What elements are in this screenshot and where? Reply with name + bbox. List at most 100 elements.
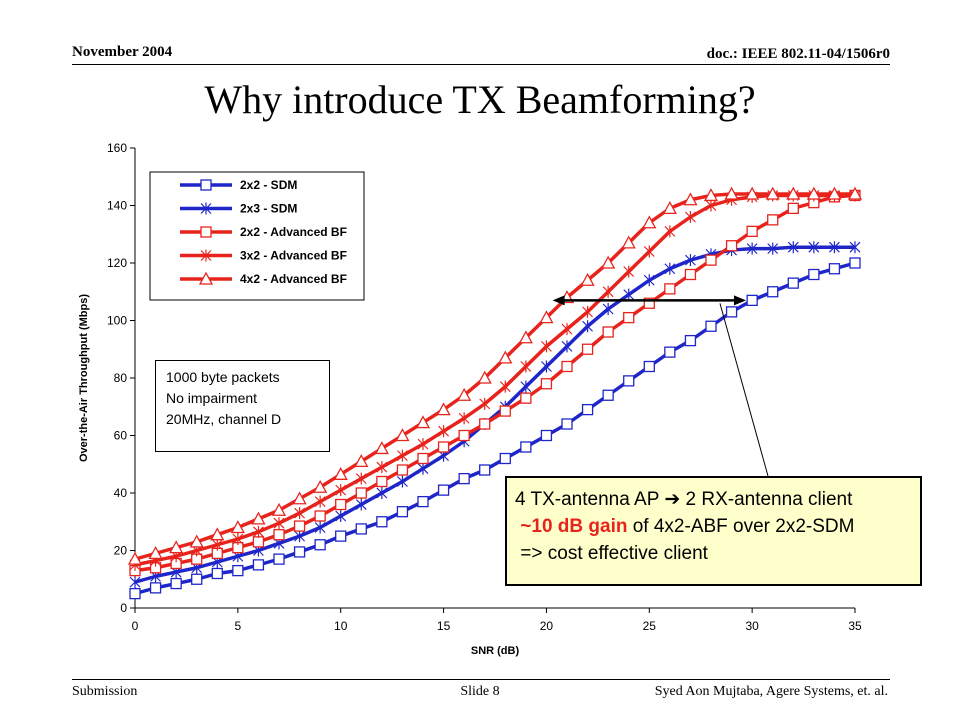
data-point bbox=[849, 257, 861, 269]
data-point bbox=[765, 186, 780, 200]
legend-swatch-marker bbox=[200, 202, 212, 215]
data-point bbox=[252, 559, 265, 571]
data-point bbox=[767, 242, 779, 255]
data-point bbox=[376, 461, 388, 474]
data-point bbox=[314, 510, 326, 522]
data-point bbox=[561, 418, 573, 430]
data-point bbox=[662, 201, 677, 215]
legend-label: 2x2 - Advanced BF bbox=[240, 225, 347, 239]
legend-label: 3x2 - Advanced BF bbox=[240, 249, 347, 263]
data-point bbox=[684, 334, 697, 347]
legend-swatch-marker bbox=[200, 226, 212, 238]
data-point bbox=[395, 428, 410, 442]
data-point bbox=[725, 306, 738, 318]
data-point bbox=[806, 186, 821, 200]
data-point bbox=[376, 516, 388, 528]
note-rx-text: 2 RX-antenna client bbox=[685, 489, 853, 510]
conditions-line-1: 1000 byte packets bbox=[166, 369, 280, 385]
data-point bbox=[827, 186, 842, 200]
data-point bbox=[479, 397, 491, 410]
gain-note-box: 4 TX-antenna AP ➔ 2 RX-antenna client ~1… bbox=[505, 476, 922, 586]
data-point bbox=[664, 262, 676, 275]
arrow-right-icon: ➔ bbox=[664, 489, 681, 510]
data-point bbox=[437, 484, 450, 496]
footer-slide-number: Slide 8 bbox=[460, 684, 500, 699]
data-point bbox=[479, 464, 491, 476]
conditions-line-3: 20MHz, channel D bbox=[166, 411, 282, 427]
chart-annotation-layer bbox=[552, 295, 769, 477]
legend-swatch-marker bbox=[198, 271, 214, 285]
data-point bbox=[417, 438, 429, 451]
note-line-2: ~10 dB gain of 4x2-ABF over 2x2-SDM bbox=[515, 513, 920, 540]
data-point bbox=[541, 360, 552, 373]
data-point bbox=[561, 323, 573, 336]
x-tick-label: 0 bbox=[132, 619, 139, 633]
callout-pointer-line bbox=[719, 303, 769, 477]
data-point bbox=[417, 495, 429, 508]
data-point bbox=[643, 245, 655, 258]
data-point bbox=[417, 452, 429, 465]
legend-swatch-marker bbox=[200, 249, 212, 262]
data-point bbox=[438, 425, 449, 438]
legend-label: 4x2 - Advanced BF bbox=[240, 272, 347, 286]
data-point bbox=[664, 225, 676, 238]
data-point bbox=[211, 567, 223, 580]
data-point bbox=[602, 326, 614, 338]
x-tick-label: 5 bbox=[235, 619, 242, 633]
data-point bbox=[787, 241, 799, 254]
legend-label: 2x3 - SDM bbox=[240, 202, 297, 216]
data-point bbox=[273, 517, 285, 530]
y-tick-label: 40 bbox=[114, 486, 128, 500]
data-point bbox=[417, 462, 429, 475]
data-point bbox=[355, 472, 367, 485]
slide-title: Why introduce TX Beamforming? bbox=[204, 77, 756, 122]
data-point bbox=[458, 412, 470, 425]
data-point bbox=[396, 506, 409, 518]
data-point bbox=[643, 297, 655, 309]
gain-arrow-left-head bbox=[552, 295, 565, 306]
data-point bbox=[705, 320, 717, 332]
data-point bbox=[705, 199, 717, 212]
data-point bbox=[335, 484, 347, 497]
data-point bbox=[767, 286, 779, 298]
data-point bbox=[129, 587, 141, 600]
data-point bbox=[314, 521, 326, 534]
data-point bbox=[458, 472, 470, 485]
y-tick-label: 100 bbox=[107, 314, 127, 328]
data-point bbox=[683, 192, 698, 206]
data-point bbox=[397, 449, 408, 462]
data-point bbox=[724, 186, 739, 200]
data-point bbox=[621, 235, 636, 249]
data-point bbox=[293, 546, 306, 558]
data-point bbox=[787, 202, 799, 215]
x-axis-label: SNR (dB) bbox=[471, 645, 520, 657]
data-point bbox=[335, 510, 347, 522]
data-point bbox=[232, 533, 244, 545]
data-point bbox=[787, 277, 799, 289]
data-point bbox=[746, 294, 758, 307]
y-axis-label: Over-the-Air Throughput (Mbps) bbox=[78, 294, 90, 462]
data-point bbox=[292, 491, 307, 505]
data-point bbox=[520, 441, 532, 453]
y-tick-label: 120 bbox=[107, 256, 127, 270]
data-point bbox=[458, 429, 470, 442]
data-point bbox=[746, 242, 758, 255]
data-point bbox=[643, 274, 655, 287]
data-point bbox=[725, 240, 738, 252]
data-point bbox=[541, 340, 552, 353]
data-point bbox=[374, 441, 389, 455]
data-point bbox=[477, 370, 492, 384]
data-point bbox=[314, 539, 326, 551]
x-tick-label: 10 bbox=[334, 619, 348, 633]
chart-series-layer bbox=[127, 186, 863, 600]
data-point bbox=[335, 498, 347, 511]
data-point bbox=[499, 380, 511, 393]
data-point bbox=[580, 272, 595, 286]
data-point bbox=[210, 527, 225, 541]
legend-label: 2x2 - SDM bbox=[240, 178, 297, 192]
data-point bbox=[520, 360, 532, 373]
data-point bbox=[745, 186, 760, 200]
data-point bbox=[437, 441, 450, 453]
data-point bbox=[314, 495, 326, 508]
data-point bbox=[582, 305, 593, 318]
